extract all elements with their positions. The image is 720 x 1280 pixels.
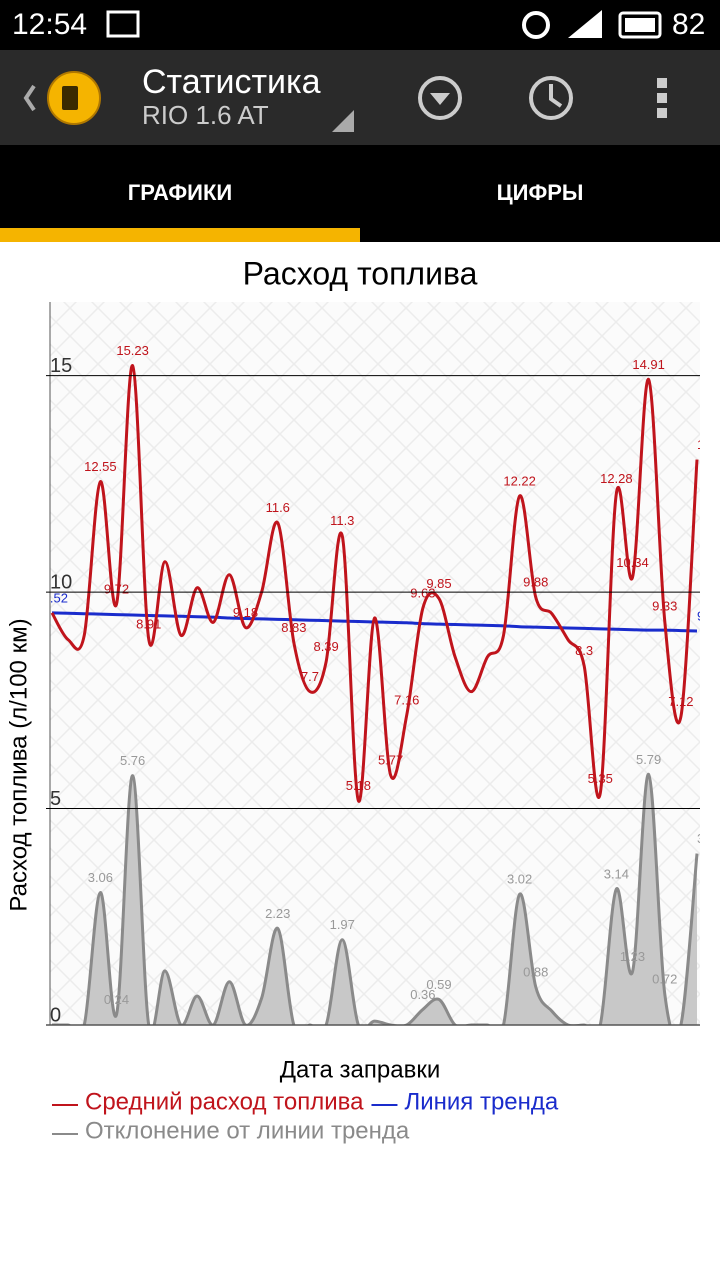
legend-label: Линия тренда <box>404 1088 558 1115</box>
data-label: 5.18 <box>346 778 371 793</box>
tab-bar <box>0 145 720 242</box>
app-subtitle[interactable]: RIO 1.6 AT <box>142 100 269 130</box>
y-tick-label: 10 <box>50 571 72 593</box>
data-label: 12.55 <box>84 459 117 474</box>
dropdown-corner[interactable] <box>332 110 354 132</box>
legend-label: Средний расход топлива <box>85 1088 364 1115</box>
status-time: 12:54 <box>12 8 87 41</box>
data-label: 9.33 <box>652 599 677 614</box>
battery-percent: 82 <box>672 8 705 41</box>
filter-button[interactable] <box>418 76 462 120</box>
legend: Средний расход топлива Линия трендаОтклон… <box>52 1088 559 1144</box>
data-label: 0.36 <box>410 987 435 1002</box>
data-label: 2.23 <box>265 906 290 921</box>
data-label: 13.06 <box>697 437 720 452</box>
data-label: 11.3 <box>330 513 354 528</box>
data-label: 5.35 <box>588 771 613 786</box>
data-label: 10.34 <box>616 555 649 570</box>
data-label: 12.22 <box>503 473 536 488</box>
plot-background <box>50 302 700 1025</box>
deviation-area <box>52 774 697 1025</box>
data-label: 14.91 <box>632 357 665 372</box>
app-bar <box>0 50 720 145</box>
data-label: 0.59 <box>426 977 451 992</box>
data-label: 0.24 <box>104 992 129 1007</box>
data-label: 9.1 <box>697 608 715 623</box>
data-label: 9.85 <box>426 576 451 591</box>
app-title: Статистика <box>142 63 321 101</box>
data-label: 12.28 <box>600 471 633 486</box>
data-label: 15.23 <box>116 343 149 358</box>
deviation-line <box>52 772 699 1025</box>
y-tick-label: 0 <box>50 1004 61 1026</box>
back-button[interactable] <box>23 84 36 112</box>
data-label: 1.23 <box>620 949 645 964</box>
data-label: 9.88 <box>523 575 548 590</box>
data-label: 3.96 <box>697 831 720 846</box>
y-axis-label: Расход топлива (л/100 км) <box>5 618 32 911</box>
signal-icon <box>568 10 602 38</box>
data-label: 3.02 <box>507 872 532 887</box>
data-label: 5.76 <box>120 753 145 768</box>
data-label: 5.79 <box>636 752 661 767</box>
data-label: 8.91 <box>136 617 161 632</box>
data-label: 11.6 <box>266 500 290 515</box>
x-axis-label: Дата заправки <box>280 1056 441 1083</box>
consumption-line <box>50 364 699 803</box>
tab-numbers[interactable]: ЦИФРЫ <box>497 180 584 205</box>
tab-charts[interactable]: ГРАФИКИ <box>128 180 232 205</box>
y-tick-label: 15 <box>50 355 72 377</box>
data-label: 7.7 <box>301 669 319 684</box>
data-label: 0.88 <box>523 964 548 979</box>
data-label: 0.72 <box>652 971 677 986</box>
data-label: 9.18 <box>233 605 258 620</box>
clock-hands <box>549 84 563 108</box>
battery-level <box>625 18 655 32</box>
fuel-icon <box>62 86 78 110</box>
chart-title: Расход топлива <box>243 255 478 291</box>
data-label: 9.52 <box>43 590 68 605</box>
history-button[interactable] <box>529 76 573 120</box>
data-label: 8.3 <box>575 643 593 658</box>
data-label: 7.16 <box>394 692 419 707</box>
battery-icon <box>618 11 662 39</box>
data-label: 9.63 <box>410 586 435 601</box>
tab-indicator <box>0 228 360 242</box>
menu-button[interactable] <box>657 78 667 118</box>
data-label: 3.06 <box>88 870 113 885</box>
data-label: 3.14 <box>604 866 629 881</box>
data-label: 9.72 <box>104 582 129 597</box>
data-label: 1.97 <box>330 917 355 932</box>
legend-label: Отклонение от линии тренда <box>85 1117 410 1144</box>
alarm-icon <box>522 11 550 39</box>
gallery-icon <box>106 10 140 38</box>
y-tick-label: 5 <box>50 788 61 810</box>
data-label: 7.12 <box>668 694 693 709</box>
filter-arrow <box>430 93 450 105</box>
data-label: 8.83 <box>281 620 306 635</box>
plot: 3.06 0.24 5.76 2.23 1.97 0.360.59 3.02 0.88 3.14… <box>43 343 720 1025</box>
data-label: 5.77 <box>378 753 403 768</box>
data-label: 8.39 <box>313 639 338 654</box>
